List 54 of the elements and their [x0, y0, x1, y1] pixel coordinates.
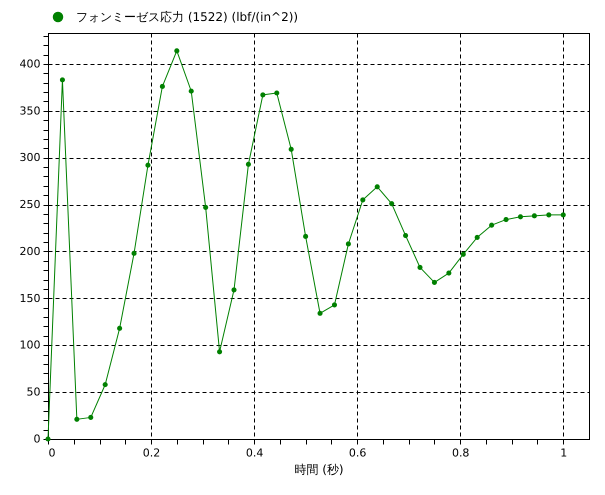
point	[374, 184, 380, 190]
point	[446, 270, 452, 276]
point	[45, 436, 51, 442]
point	[317, 310, 323, 316]
point	[60, 77, 65, 82]
x-tick-label: 0	[48, 446, 56, 460]
y-tick-label: 0	[34, 432, 40, 446]
point	[518, 214, 524, 220]
y-tick-label: 100	[20, 338, 40, 352]
point	[389, 201, 394, 206]
point	[489, 222, 494, 228]
y-tick-label: 200	[20, 244, 40, 258]
x-tick-label: 0.6	[348, 446, 366, 460]
y-tick-label: 250	[20, 198, 40, 212]
x-axis-title: 時間 (秒)	[294, 462, 344, 476]
point	[503, 217, 509, 222]
point	[346, 241, 351, 247]
y-tick-label: 50	[26, 386, 40, 399]
point	[88, 414, 94, 420]
point	[532, 213, 537, 218]
point	[332, 302, 338, 308]
point	[403, 232, 408, 238]
point	[131, 250, 137, 256]
point	[303, 234, 308, 240]
point	[432, 280, 437, 285]
point	[560, 212, 566, 218]
point	[145, 162, 151, 168]
y-tick-label: 350	[20, 104, 40, 118]
x-tick-label: 0.8	[452, 446, 470, 460]
point	[174, 48, 180, 54]
x-tick-label: 1	[560, 446, 568, 460]
point	[188, 88, 194, 94]
point	[260, 92, 266, 98]
point	[160, 84, 165, 89]
point	[360, 197, 366, 202]
point	[417, 264, 423, 270]
point	[203, 204, 208, 210]
point	[217, 349, 222, 354]
legend-label: フォンミーゼス応力 (1522) (lbf/(in^2))	[76, 10, 298, 24]
point	[460, 252, 466, 257]
x-tick-label: 0.2	[142, 446, 160, 460]
point	[74, 416, 80, 422]
x-tick-label: 0.4	[246, 446, 264, 460]
y-tick-label: 150	[20, 292, 40, 305]
point	[288, 146, 294, 152]
point	[117, 326, 122, 331]
point	[102, 382, 108, 388]
point	[231, 287, 237, 292]
point	[546, 212, 552, 218]
y-tick-label: 400	[20, 57, 40, 70]
point	[474, 234, 480, 240]
point	[274, 90, 280, 96]
point	[246, 162, 251, 167]
y-tick-label: 300	[20, 151, 40, 164]
